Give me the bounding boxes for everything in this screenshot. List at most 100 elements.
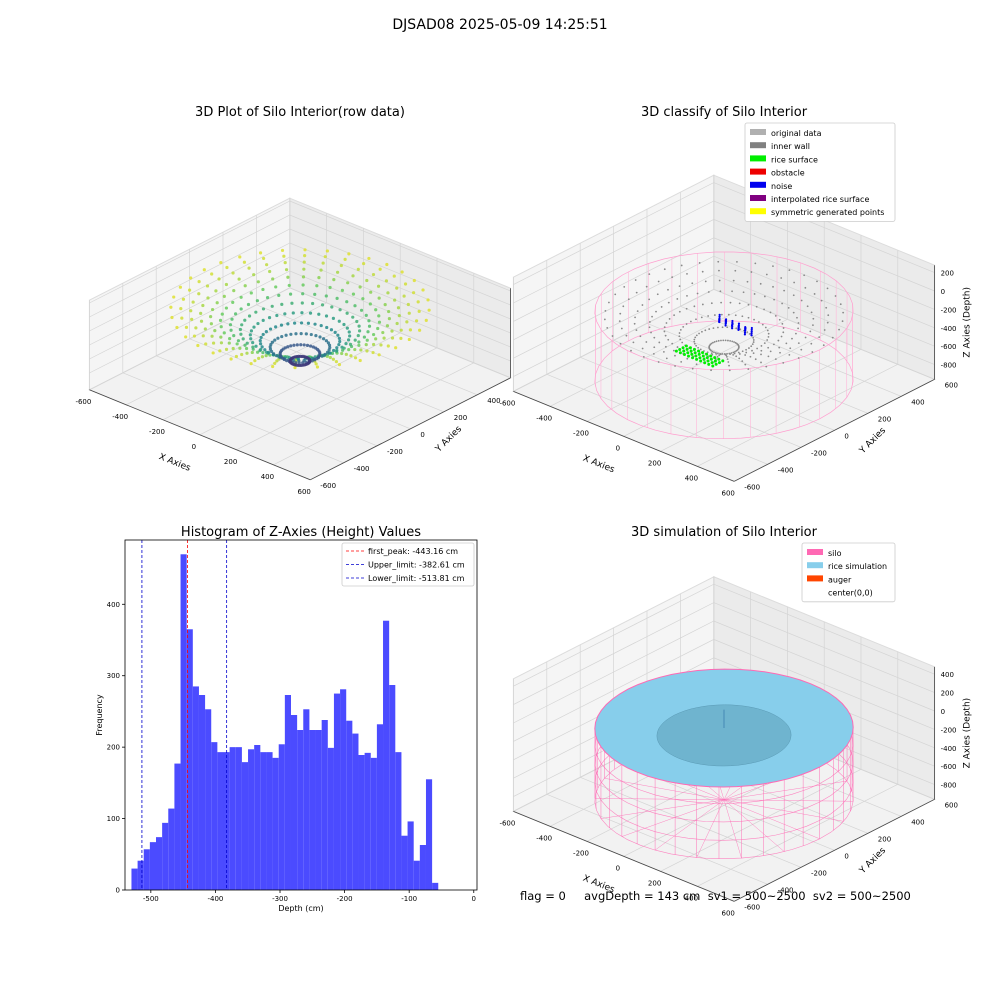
surface-point [210,307,215,312]
original-point [791,337,793,340]
histogram-bar [346,720,353,890]
surface-point [321,261,325,265]
z-tick-label: -600 [941,343,957,351]
y-tick-label: 0 [420,431,424,439]
plot-frame [124,539,478,891]
surface-point [364,313,368,317]
original-point [699,348,702,351]
surface-point [381,330,385,335]
original-point [645,285,648,288]
surface-point [306,321,311,325]
x-tick-label: 0 [616,444,620,452]
surface-point [192,334,197,338]
panel-title: 3D Plot of Silo Interior(row data) [195,105,405,120]
surface-point [224,306,228,310]
surface-point [377,353,381,357]
surface-point [387,317,391,321]
surface-point [210,334,214,338]
surface-point [258,339,262,343]
surface-point [228,323,233,327]
original-point [736,342,738,345]
surface-point [399,328,403,332]
histogram-bar [364,752,371,890]
original-point [745,351,748,354]
original-point [611,335,614,337]
surface-point [270,304,274,308]
rice-point [692,347,696,351]
histogram-bar [389,685,396,890]
surface-point [261,350,265,355]
rice-point [684,344,688,348]
x-tick-label: 0 [192,443,196,451]
rice-point [721,359,725,363]
legend-label: interpolated rice surface [771,195,869,204]
surface-point [291,311,295,315]
surface-point [399,336,403,340]
original-point [797,322,800,324]
rice-point [705,352,709,356]
surface-point [240,352,244,357]
surface-point [342,322,346,327]
original-point [618,320,621,323]
surface-point [274,354,279,358]
original-point [714,351,717,354]
histogram-bar [407,821,414,890]
histogram-bar [370,757,377,890]
original-point [732,279,735,282]
surface-point [384,279,389,283]
original-point [606,326,609,329]
original-point [662,350,665,353]
surface-point [268,269,272,274]
histogram-bar [419,845,426,890]
rice-point [709,357,713,361]
original-point [635,329,638,332]
surface-point [302,260,306,264]
original-point [781,302,784,305]
legend-label: center(0,0) [828,589,873,598]
original-point [834,295,837,297]
surface-point [371,272,376,277]
original-point [708,328,711,330]
surface-point [355,319,359,324]
surface-point [238,346,242,350]
grid-line-z [89,242,511,346]
legend-swatch [807,549,823,555]
surface-point [232,333,236,338]
original-point [811,351,814,353]
histogram-bar [174,763,181,890]
surface-point [247,314,252,318]
x-tick-label: -600 [499,819,515,827]
original-point [645,341,648,343]
surface-point [224,282,228,287]
grid-line-y [256,215,478,396]
original-point [727,313,730,316]
original-point [620,327,623,330]
surface-point [315,365,320,369]
noise-point [743,333,747,336]
original-point [744,363,747,366]
original-point [734,269,737,272]
surface-point [387,309,391,314]
surface-point [197,292,201,296]
surface-point [334,359,339,364]
original-point [689,320,692,323]
x-tick-label: 200 [648,879,661,887]
z-tick-label: -400 [941,325,957,333]
surface-point [383,303,387,307]
surface-point [219,261,223,265]
x-tick-label: -400 [112,413,128,421]
surface-point [219,335,223,339]
surface-point [190,317,194,321]
surface-point [202,268,206,272]
noise-point [731,319,734,323]
original-point [747,368,750,371]
surface-point [321,337,326,341]
silo-floor-line [723,780,848,801]
original-point [729,301,732,304]
histogram-bar [235,747,242,890]
original-point [636,310,639,312]
surface-point [218,349,222,353]
noise-point [737,325,740,328]
surface-point [248,333,252,337]
